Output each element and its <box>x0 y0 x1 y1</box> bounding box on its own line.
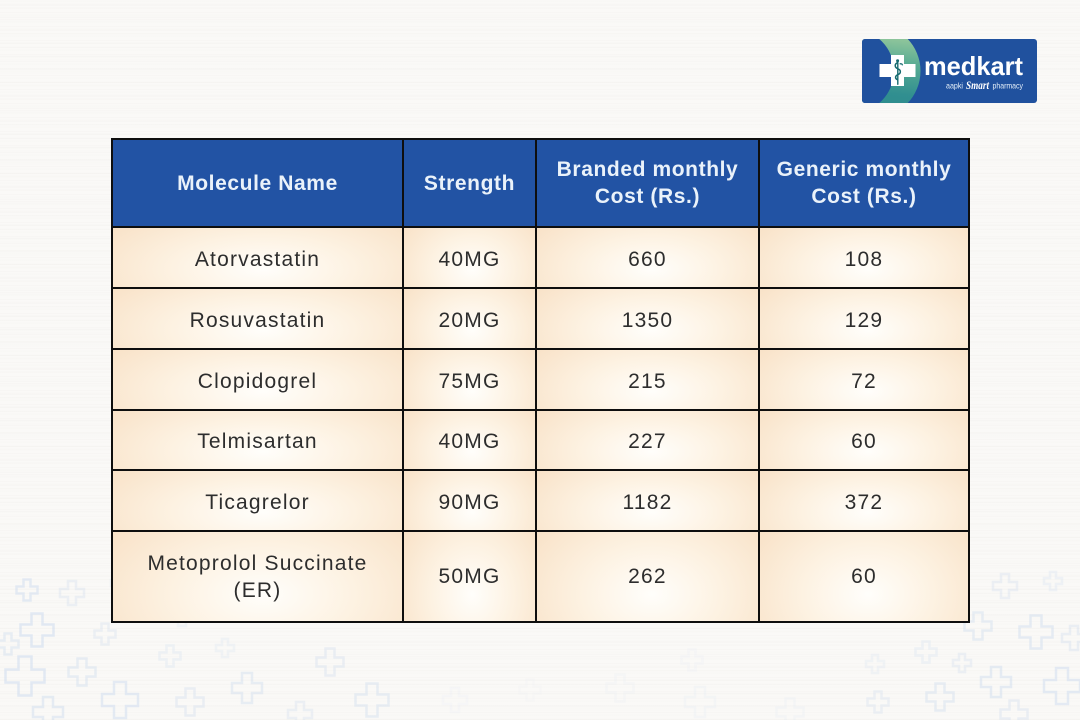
svg-text:medkart: medkart <box>924 51 1023 81</box>
svg-text:aapki: aapki <box>946 81 963 91</box>
svg-text:pharmacy: pharmacy <box>993 81 1024 91</box>
svg-text:Smart: Smart <box>966 78 990 92</box>
